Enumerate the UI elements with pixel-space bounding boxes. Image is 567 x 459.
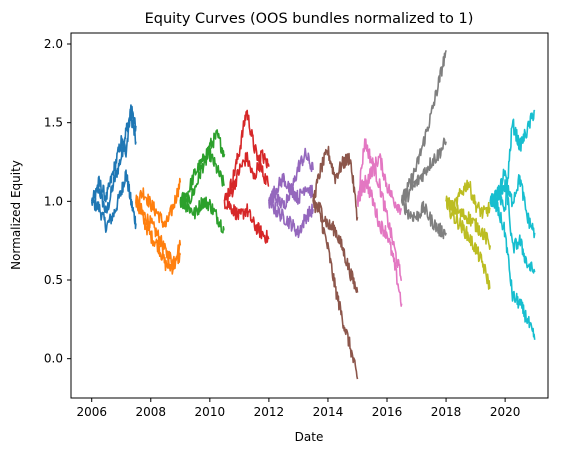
x-tick-label: 2012 [254, 405, 285, 419]
series-3-line-2 [179, 129, 226, 207]
y-tick-label: 1.0 [44, 194, 63, 208]
y-tick-label: 2.0 [44, 37, 63, 51]
series-6-line-2 [312, 198, 359, 380]
series-3-line-3 [179, 196, 225, 234]
series-4-line-3 [223, 149, 270, 205]
series-1-line-3 [90, 104, 137, 206]
plot-frame [70, 32, 549, 399]
series-2-line-3 [135, 196, 182, 275]
chart-title: Equity Curves (OOS bundles normalized to… [145, 11, 474, 27]
series-3-line-1 [179, 148, 226, 213]
series-4-line-2 [223, 201, 270, 244]
y-axis: 0.0 0.5 1.0 1.5 2.0 [44, 37, 71, 366]
series-9-line-3 [445, 195, 491, 250]
x-axis: 2006 2008 2010 2012 2014 2016 2018 2020 [76, 398, 520, 419]
series-7-line-2 [356, 174, 403, 307]
series-7-line-3 [356, 153, 403, 216]
series-10-line-3 [489, 174, 536, 239]
series-8-line-2 [400, 194, 447, 240]
x-tick-label: 2010 [195, 405, 226, 419]
series-9-line-2 [445, 197, 491, 290]
series-7-line-1 [356, 138, 403, 282]
series-6-line-1 [312, 145, 359, 221]
series-1-line-2 [91, 169, 137, 233]
x-tick-label: 2008 [135, 405, 166, 419]
series-5-line-3 [268, 183, 314, 210]
series-4-line-1 [223, 109, 270, 202]
x-tick-label: 2018 [431, 405, 462, 419]
series-8-line-1 [400, 50, 447, 204]
series-2-line-2 [135, 177, 182, 228]
x-tick-label: 2020 [490, 405, 521, 419]
x-tick-label: 2016 [372, 405, 403, 419]
y-tick-label: 1.5 [44, 116, 63, 130]
series-10-line-4 [489, 168, 536, 274]
series-5-line-2 [268, 197, 314, 239]
series-8-line-3 [400, 137, 447, 206]
x-tick-label: 2006 [76, 405, 107, 419]
series-6-line-3 [312, 200, 359, 294]
x-tick-label: 2014 [313, 405, 344, 419]
y-tick-label: 0.5 [44, 273, 63, 287]
series-5-line-1 [268, 147, 314, 205]
y-axis-label: Normalized Equity [9, 160, 23, 270]
y-tick-label: 0.0 [44, 352, 63, 366]
x-axis-label: Date [295, 430, 324, 444]
series-group [90, 50, 536, 380]
